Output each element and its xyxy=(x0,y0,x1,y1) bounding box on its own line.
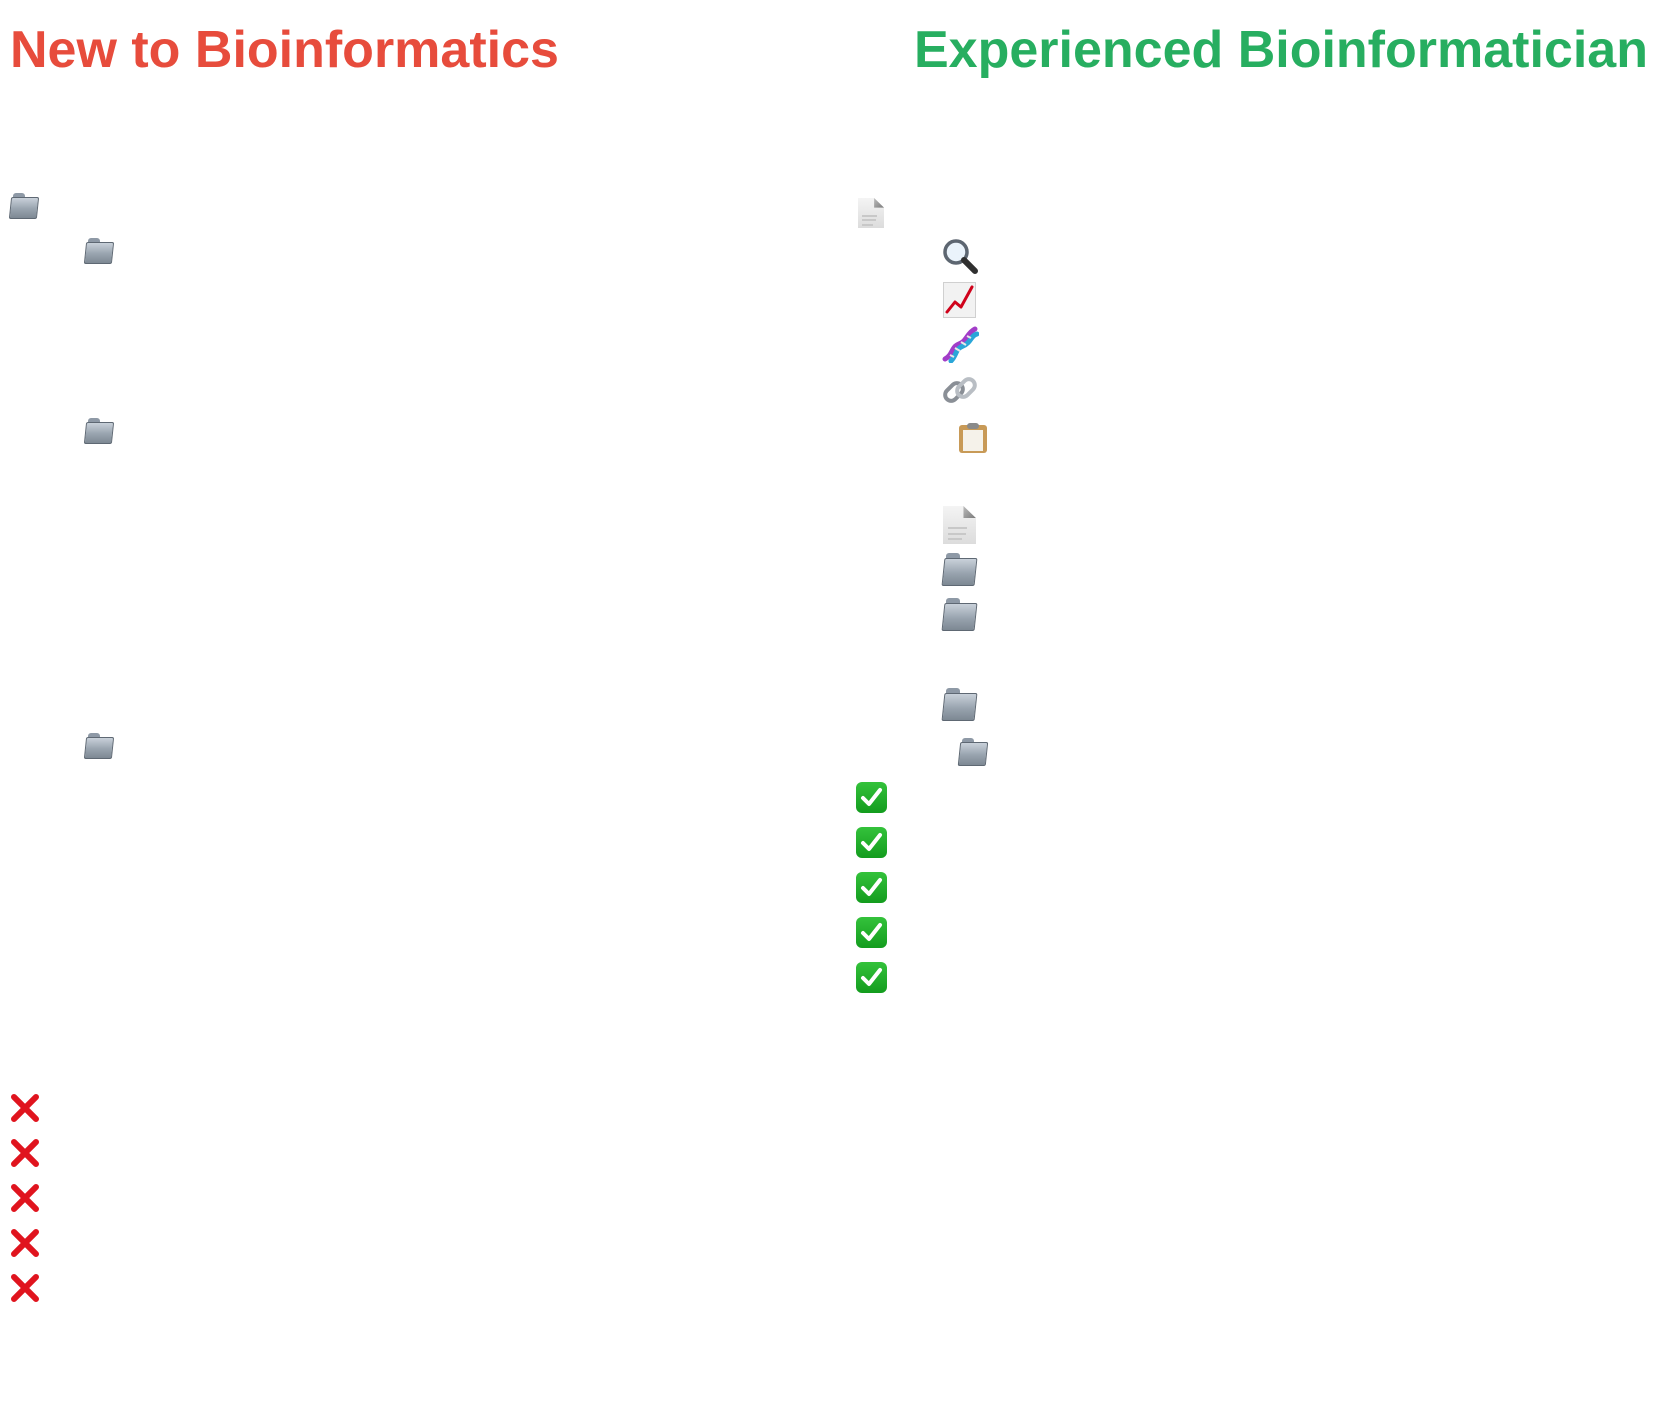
folder-icon xyxy=(957,738,989,766)
folder-icon xyxy=(83,238,115,264)
check-mark-icon xyxy=(856,962,887,993)
check-mark-icon xyxy=(856,872,887,903)
folder-icon xyxy=(941,688,978,721)
cross-mark-icon xyxy=(11,1229,39,1257)
check-mark-icon xyxy=(856,782,887,813)
expert-heading: Experienced Bioinformatician xyxy=(914,21,1648,79)
cross-mark-icon xyxy=(11,1094,39,1122)
folder-icon xyxy=(941,553,978,586)
cross-mark-icon xyxy=(11,1184,39,1212)
document-icon xyxy=(858,198,884,228)
cross-mark-icon xyxy=(11,1274,39,1302)
document-icon xyxy=(943,506,976,544)
beginner-heading: New to Bioinformatics xyxy=(10,21,559,79)
folder-icon xyxy=(83,418,115,444)
check-mark-icon xyxy=(856,917,887,948)
dna-icon xyxy=(942,326,979,363)
folder-icon xyxy=(83,733,115,759)
clipboard-icon xyxy=(959,423,987,453)
link-icon xyxy=(943,377,977,403)
folder-icon xyxy=(941,598,978,631)
check-mark-icon xyxy=(856,827,887,858)
folder-icon xyxy=(8,193,40,219)
cross-mark-icon xyxy=(11,1139,39,1167)
magnifying-glass-icon xyxy=(943,239,978,274)
chart-increasing-icon xyxy=(943,282,976,318)
